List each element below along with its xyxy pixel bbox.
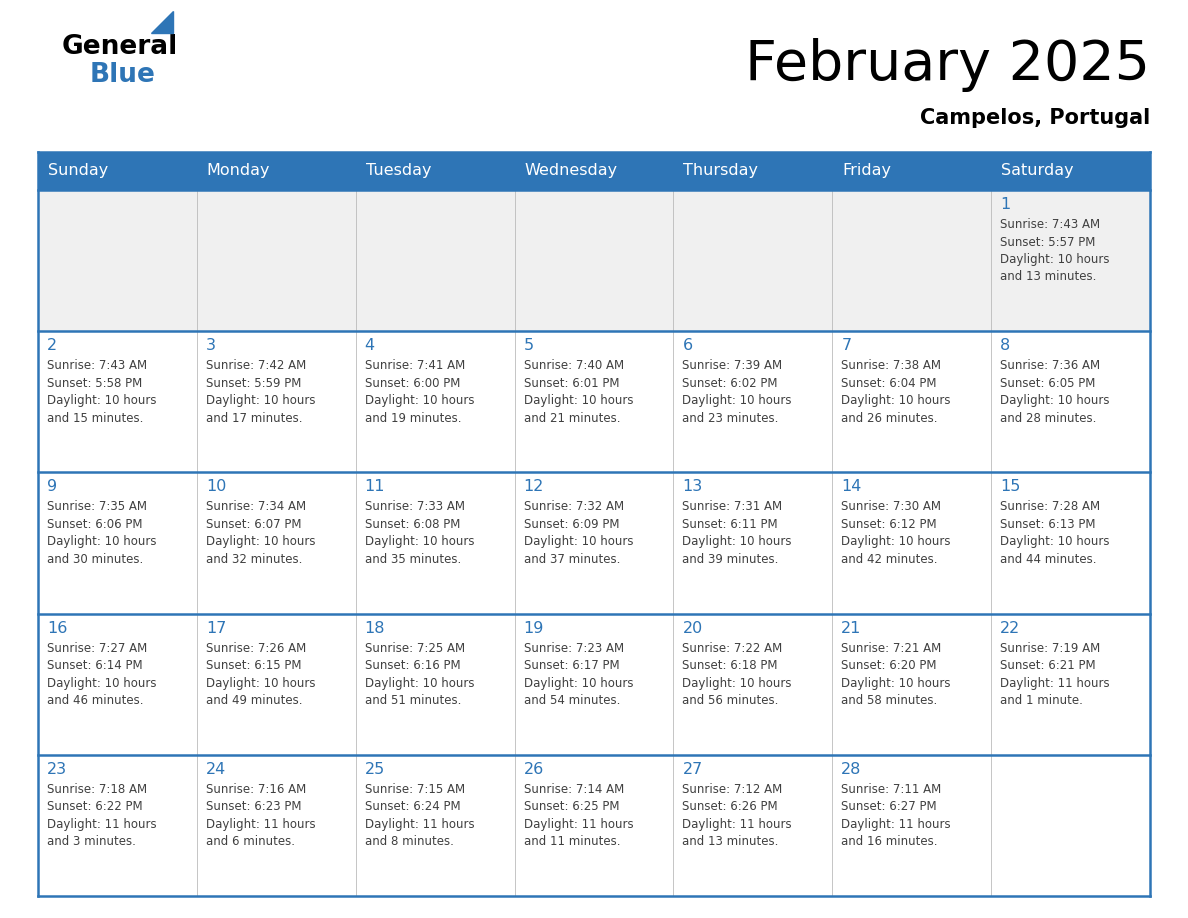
Text: Sunrise: 7:42 AM
Sunset: 5:59 PM
Daylight: 10 hours
and 17 minutes.: Sunrise: 7:42 AM Sunset: 5:59 PM Dayligh… — [206, 359, 315, 425]
Bar — [38, 152, 197, 190]
Text: Sunrise: 7:39 AM
Sunset: 6:02 PM
Daylight: 10 hours
and 23 minutes.: Sunrise: 7:39 AM Sunset: 6:02 PM Dayligh… — [682, 359, 792, 425]
Text: Sunrise: 7:30 AM
Sunset: 6:12 PM
Daylight: 10 hours
and 42 minutes.: Sunrise: 7:30 AM Sunset: 6:12 PM Dayligh… — [841, 500, 950, 565]
Text: Sunrise: 7:32 AM
Sunset: 6:09 PM
Daylight: 10 hours
and 37 minutes.: Sunrise: 7:32 AM Sunset: 6:09 PM Dayligh… — [524, 500, 633, 565]
Text: 1: 1 — [1000, 197, 1010, 212]
Text: Sunrise: 7:35 AM
Sunset: 6:06 PM
Daylight: 10 hours
and 30 minutes.: Sunrise: 7:35 AM Sunset: 6:06 PM Dayligh… — [48, 500, 157, 565]
Text: Sunrise: 7:43 AM
Sunset: 5:58 PM
Daylight: 10 hours
and 15 minutes.: Sunrise: 7:43 AM Sunset: 5:58 PM Dayligh… — [48, 359, 157, 425]
Text: 14: 14 — [841, 479, 861, 495]
Text: 7: 7 — [841, 338, 852, 353]
Text: Sunrise: 7:31 AM
Sunset: 6:11 PM
Daylight: 10 hours
and 39 minutes.: Sunrise: 7:31 AM Sunset: 6:11 PM Dayligh… — [682, 500, 792, 565]
Bar — [833, 152, 991, 190]
Text: Sunrise: 7:23 AM
Sunset: 6:17 PM
Daylight: 10 hours
and 54 minutes.: Sunrise: 7:23 AM Sunset: 6:17 PM Dayligh… — [524, 642, 633, 707]
Bar — [355, 152, 514, 190]
Bar — [38, 755, 1150, 896]
Text: Sunrise: 7:11 AM
Sunset: 6:27 PM
Daylight: 11 hours
and 16 minutes.: Sunrise: 7:11 AM Sunset: 6:27 PM Dayligh… — [841, 783, 950, 848]
Text: 3: 3 — [206, 338, 216, 353]
Text: 6: 6 — [682, 338, 693, 353]
Text: 5: 5 — [524, 338, 533, 353]
Text: Sunrise: 7:27 AM
Sunset: 6:14 PM
Daylight: 10 hours
and 46 minutes.: Sunrise: 7:27 AM Sunset: 6:14 PM Dayligh… — [48, 642, 157, 707]
Text: 21: 21 — [841, 621, 861, 635]
Text: 2: 2 — [48, 338, 57, 353]
Text: Sunday: Sunday — [48, 163, 108, 178]
Text: Tuesday: Tuesday — [366, 163, 431, 178]
Text: 20: 20 — [682, 621, 702, 635]
Text: 18: 18 — [365, 621, 385, 635]
Text: Sunrise: 7:36 AM
Sunset: 6:05 PM
Daylight: 10 hours
and 28 minutes.: Sunrise: 7:36 AM Sunset: 6:05 PM Dayligh… — [1000, 359, 1110, 425]
Text: 19: 19 — [524, 621, 544, 635]
Text: Sunrise: 7:38 AM
Sunset: 6:04 PM
Daylight: 10 hours
and 26 minutes.: Sunrise: 7:38 AM Sunset: 6:04 PM Dayligh… — [841, 359, 950, 425]
Text: Sunrise: 7:16 AM
Sunset: 6:23 PM
Daylight: 11 hours
and 6 minutes.: Sunrise: 7:16 AM Sunset: 6:23 PM Dayligh… — [206, 783, 316, 848]
Text: Sunrise: 7:12 AM
Sunset: 6:26 PM
Daylight: 11 hours
and 13 minutes.: Sunrise: 7:12 AM Sunset: 6:26 PM Dayligh… — [682, 783, 792, 848]
Text: 28: 28 — [841, 762, 861, 777]
Text: 9: 9 — [48, 479, 57, 495]
Text: 4: 4 — [365, 338, 375, 353]
Text: Sunrise: 7:26 AM
Sunset: 6:15 PM
Daylight: 10 hours
and 49 minutes.: Sunrise: 7:26 AM Sunset: 6:15 PM Dayligh… — [206, 642, 315, 707]
Text: Thursday: Thursday — [683, 163, 758, 178]
Text: Wednesday: Wednesday — [525, 163, 618, 178]
Text: Monday: Monday — [207, 163, 271, 178]
Text: Sunrise: 7:43 AM
Sunset: 5:57 PM
Daylight: 10 hours
and 13 minutes.: Sunrise: 7:43 AM Sunset: 5:57 PM Dayligh… — [1000, 218, 1110, 284]
Text: Sunrise: 7:21 AM
Sunset: 6:20 PM
Daylight: 10 hours
and 58 minutes.: Sunrise: 7:21 AM Sunset: 6:20 PM Dayligh… — [841, 642, 950, 707]
Polygon shape — [151, 11, 173, 33]
Bar — [38, 331, 1150, 473]
Text: 22: 22 — [1000, 621, 1020, 635]
Text: 25: 25 — [365, 762, 385, 777]
Text: February 2025: February 2025 — [745, 38, 1150, 92]
Text: 24: 24 — [206, 762, 226, 777]
Text: 15: 15 — [1000, 479, 1020, 495]
Text: Sunrise: 7:40 AM
Sunset: 6:01 PM
Daylight: 10 hours
and 21 minutes.: Sunrise: 7:40 AM Sunset: 6:01 PM Dayligh… — [524, 359, 633, 425]
Text: Sunrise: 7:15 AM
Sunset: 6:24 PM
Daylight: 11 hours
and 8 minutes.: Sunrise: 7:15 AM Sunset: 6:24 PM Dayligh… — [365, 783, 474, 848]
Bar — [197, 152, 355, 190]
Text: 16: 16 — [48, 621, 68, 635]
Text: Blue: Blue — [90, 62, 156, 88]
Text: Campelos, Portugal: Campelos, Portugal — [920, 108, 1150, 128]
Bar — [991, 152, 1150, 190]
Text: Sunrise: 7:25 AM
Sunset: 6:16 PM
Daylight: 10 hours
and 51 minutes.: Sunrise: 7:25 AM Sunset: 6:16 PM Dayligh… — [365, 642, 474, 707]
Bar — [38, 190, 1150, 331]
Text: 23: 23 — [48, 762, 68, 777]
Text: 12: 12 — [524, 479, 544, 495]
Text: Saturday: Saturday — [1001, 163, 1074, 178]
Text: 8: 8 — [1000, 338, 1010, 353]
Text: Sunrise: 7:28 AM
Sunset: 6:13 PM
Daylight: 10 hours
and 44 minutes.: Sunrise: 7:28 AM Sunset: 6:13 PM Dayligh… — [1000, 500, 1110, 565]
Text: Sunrise: 7:34 AM
Sunset: 6:07 PM
Daylight: 10 hours
and 32 minutes.: Sunrise: 7:34 AM Sunset: 6:07 PM Dayligh… — [206, 500, 315, 565]
Text: 26: 26 — [524, 762, 544, 777]
Bar — [674, 152, 833, 190]
Bar — [38, 613, 1150, 755]
Text: Sunrise: 7:19 AM
Sunset: 6:21 PM
Daylight: 11 hours
and 1 minute.: Sunrise: 7:19 AM Sunset: 6:21 PM Dayligh… — [1000, 642, 1110, 707]
Text: Friday: Friday — [842, 163, 891, 178]
Text: 17: 17 — [206, 621, 226, 635]
Text: Sunrise: 7:33 AM
Sunset: 6:08 PM
Daylight: 10 hours
and 35 minutes.: Sunrise: 7:33 AM Sunset: 6:08 PM Dayligh… — [365, 500, 474, 565]
Bar — [38, 473, 1150, 613]
Bar — [514, 152, 674, 190]
Text: General: General — [62, 34, 178, 60]
Text: Sunrise: 7:18 AM
Sunset: 6:22 PM
Daylight: 11 hours
and 3 minutes.: Sunrise: 7:18 AM Sunset: 6:22 PM Dayligh… — [48, 783, 157, 848]
Text: 13: 13 — [682, 479, 702, 495]
Text: Sunrise: 7:22 AM
Sunset: 6:18 PM
Daylight: 10 hours
and 56 minutes.: Sunrise: 7:22 AM Sunset: 6:18 PM Dayligh… — [682, 642, 792, 707]
Text: Sunrise: 7:14 AM
Sunset: 6:25 PM
Daylight: 11 hours
and 11 minutes.: Sunrise: 7:14 AM Sunset: 6:25 PM Dayligh… — [524, 783, 633, 848]
Text: 10: 10 — [206, 479, 226, 495]
Text: 27: 27 — [682, 762, 702, 777]
Text: Sunrise: 7:41 AM
Sunset: 6:00 PM
Daylight: 10 hours
and 19 minutes.: Sunrise: 7:41 AM Sunset: 6:00 PM Dayligh… — [365, 359, 474, 425]
Text: 11: 11 — [365, 479, 385, 495]
